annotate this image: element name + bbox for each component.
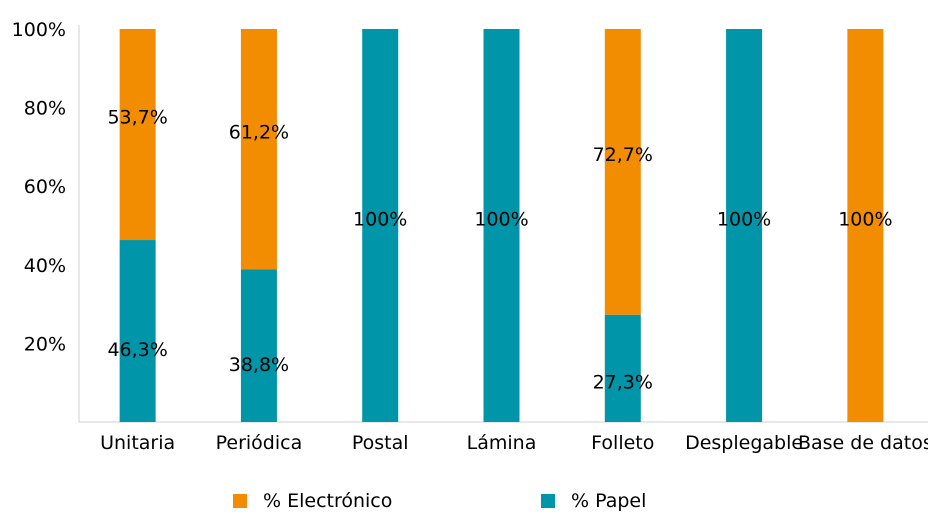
chart-legend: % Electrónico % Papel <box>0 490 928 515</box>
y-tick-label: 80% <box>24 98 66 120</box>
x-category-label: Lámina <box>467 432 537 454</box>
legend-label-papel: % Papel <box>571 490 647 512</box>
legend-label-electronico: % Electrónico <box>263 490 393 512</box>
bar-papel <box>240 269 277 422</box>
chart-bars <box>119 29 884 422</box>
data-label-electronico: 72,7% <box>593 144 653 166</box>
bar-papel <box>483 29 520 422</box>
data-label-electronico: 100% <box>838 209 892 231</box>
data-label-papel: 100% <box>353 209 407 231</box>
legend-swatch-electronico <box>233 494 247 508</box>
data-label-electronico: 61,2% <box>229 121 289 143</box>
data-label-papel: 100% <box>474 209 528 231</box>
x-category-label: Periódica <box>216 432 303 454</box>
legend-item-electronico: % Electrónico <box>233 490 392 512</box>
data-label-papel: 46,3% <box>107 339 167 361</box>
x-category-label: Unitaria <box>100 432 175 454</box>
bar-papel <box>362 29 399 422</box>
bar-papel <box>604 314 641 422</box>
x-category-label: Base de datos <box>798 432 928 454</box>
x-category-label: Desplegable <box>685 432 803 454</box>
bar-papel <box>726 29 763 422</box>
bar-electronico <box>847 29 884 422</box>
y-tick-label: 20% <box>24 333 66 355</box>
x-category-label: Folleto <box>591 432 654 454</box>
data-label-electronico: 53,7% <box>107 107 167 129</box>
y-tick-label: 100% <box>12 19 66 41</box>
legend-swatch-papel <box>541 494 555 508</box>
bar-electronico <box>604 29 641 315</box>
y-tick-label: 40% <box>24 255 66 277</box>
bar-electronico <box>240 29 277 270</box>
data-label-papel: 100% <box>717 209 771 231</box>
legend-item-papel: % Papel <box>541 490 646 512</box>
x-category-label: Postal <box>352 432 409 454</box>
y-tick-label: 60% <box>24 176 66 198</box>
x-axis-category-labels: Unitaria Periódica Postal Lámina Folleto Desp… <box>100 432 928 454</box>
y-axis-tick-labels: 20% 40% 60% 80% 100% <box>12 19 66 355</box>
data-label-papel: 27,3% <box>593 371 653 393</box>
stacked-bar-chart: 20% 40% 60% 80% 100% Unitaria Periódica Postal… <box>12 19 928 454</box>
data-labels: 46,3% 53,7% 38,8% 61,2% 100% 100% 27,3% 72,7% 10… <box>107 107 892 394</box>
bar-electronico <box>119 29 156 241</box>
bar-papel <box>119 240 156 422</box>
data-label-papel: 38,8% <box>229 354 289 376</box>
